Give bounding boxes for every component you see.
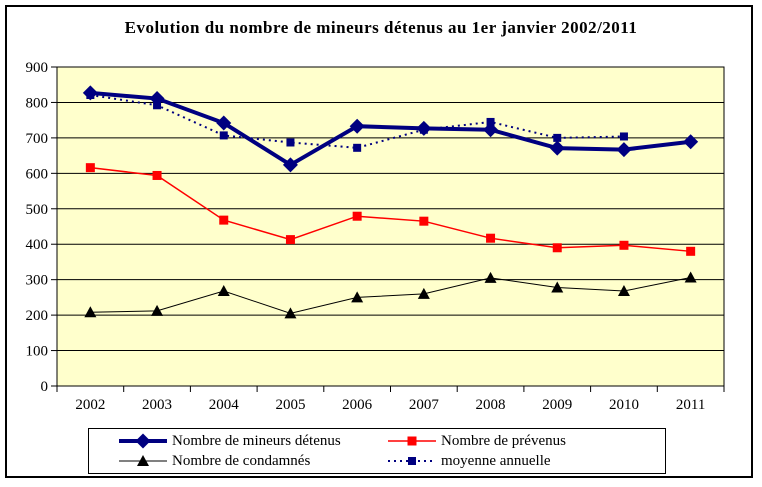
data-point-marker [407,436,417,446]
data-point-marker [286,138,295,147]
data-point-marker [486,233,496,243]
data-point-marker [217,285,230,297]
y-tick-label: 900 [26,60,49,76]
legend-label: Nombre de prévenus [441,432,566,449]
data-point-marker [84,306,97,318]
x-axis: 2002 2003 2004 2005 2006 2007 2008 2009 2010 2011 [56,386,725,413]
data-point-marker [483,122,499,138]
data-point-marker [616,142,632,158]
legend-label: Nombre de condamnés [172,452,311,469]
data-point-marker [85,163,95,173]
data-point-marker [486,117,495,126]
data-point-marker [419,125,428,134]
x-tick-label: 2005 [275,397,305,413]
data-point-marker [285,235,295,245]
data-point-marker [282,157,298,173]
data-point-marker [619,240,629,250]
y-tick-label: 100 [26,344,49,360]
x-tick-label: 2002 [75,397,105,413]
series-line [90,90,691,168]
series-moyenne-annuelle [86,91,628,152]
data-point-marker [617,285,630,297]
data-point-marker [484,271,497,283]
data-point-marker [153,101,162,110]
data-point-marker [408,457,416,465]
data-point-marker [352,211,362,221]
data-point-marker [683,134,699,150]
y-tick-label: 200 [26,308,49,324]
chart-title: Evolution du nombre de mineurs détenus a… [124,18,638,37]
legend-key-square-icon [388,436,436,446]
data-point-marker [684,271,697,283]
data-point-marker [137,455,149,466]
legend-key-triangle-icon [119,455,167,466]
data-point-marker [135,433,151,449]
data-point-marker [549,140,565,156]
legend-item: moyenne annuelle [386,452,551,470]
x-tick-label: 2008 [476,397,506,413]
legend-key-diamond-icon [119,433,167,449]
data-point-marker [417,287,430,299]
data-point-marker [353,143,362,152]
data-point-marker [219,131,228,140]
data-point-marker [349,118,365,134]
x-tick-label: 2010 [609,397,639,413]
series-nombre-de-pr-venus [85,163,696,256]
y-tick-label: 300 [26,273,49,289]
data-point-marker [152,170,162,180]
series-line [90,94,624,149]
data-point-marker [216,115,232,131]
data-point-marker [619,132,628,141]
data-point-marker [552,243,562,253]
x-tick-label: 2007 [409,397,440,413]
data-point-marker [151,304,164,316]
x-tick-label: 2003 [142,397,172,413]
y-tick-label: 800 [26,95,49,111]
chart-legend: Nombre de mineurs détenus Nombre de préve… [88,428,666,474]
legend-item: Nombre de condamnés [117,452,310,470]
data-point-marker [551,281,564,293]
x-tick-label: 2006 [342,397,373,413]
y-tick-label: 600 [26,166,49,182]
legend-label: moyenne annuelle [441,452,551,469]
y-tick-label: 700 [26,131,49,147]
x-tick-label: 2011 [676,397,705,413]
legend-item: Nombre de prévenus [386,432,566,450]
y-tick-label: 0 [41,379,49,395]
series-line [90,166,691,253]
series-line [90,277,691,314]
x-tick-label: 2004 [209,397,240,413]
data-point-marker [86,91,95,100]
data-point-marker [419,216,429,226]
y-tick-label: 400 [26,237,49,253]
data-point-marker [686,246,696,256]
data-point-marker [351,291,364,303]
y-tick-label: 500 [26,202,49,218]
legend-key-square-small-icon [388,457,436,465]
series-nombre-de-condamn-s [84,271,697,319]
x-tick-label: 2009 [542,397,572,413]
data-point-marker [284,307,297,319]
data-point-marker [553,133,562,142]
data-point-marker [219,215,229,225]
legend-item: Nombre de mineurs détenus [117,432,341,450]
plot-area [57,67,724,386]
y-axis-labels: 0 100 200 300 400 500 600 700 800 900 [26,60,49,395]
legend-label: Nombre de mineurs détenus [172,432,341,449]
